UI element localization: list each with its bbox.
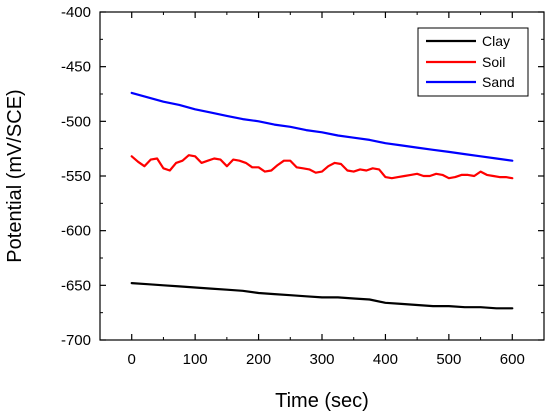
y-axis-title: Potential (mV/SCE): [4, 89, 26, 262]
y-tick-label: -700: [61, 332, 91, 349]
x-tick-label: 400: [373, 351, 398, 368]
x-tick-label: 500: [436, 351, 461, 368]
legend-label-sand: Sand: [482, 74, 515, 90]
x-tick-label: 200: [246, 351, 271, 368]
y-tick-label: -500: [61, 113, 91, 130]
x-tick-label: 100: [183, 351, 208, 368]
series-line-soil: [130, 154, 514, 180]
x-axis-title: Time (sec): [275, 390, 369, 412]
x-tick-label: 0: [128, 351, 136, 368]
series-line-clay: [130, 282, 514, 310]
legend-label-clay: Clay: [482, 33, 510, 49]
series-line-sand: [130, 91, 514, 162]
y-tick-label: -550: [61, 168, 91, 185]
y-tick-label: -450: [61, 59, 91, 76]
legend: Clay Soil Sand: [417, 27, 529, 97]
series-lines: [130, 91, 514, 310]
legend-label-soil: Soil: [482, 54, 505, 70]
axis-tick-labels: 0 100 200 300 400 500 600 -700 -650 -600 -550 -500 -…: [61, 4, 525, 368]
y-tick-label: -650: [61, 277, 91, 294]
x-tick-label: 600: [500, 351, 525, 368]
axis-ticks: [100, 11, 544, 341]
y-tick-label: -600: [61, 223, 91, 240]
y-tick-label: -400: [61, 4, 91, 21]
x-tick-label: 300: [309, 351, 334, 368]
